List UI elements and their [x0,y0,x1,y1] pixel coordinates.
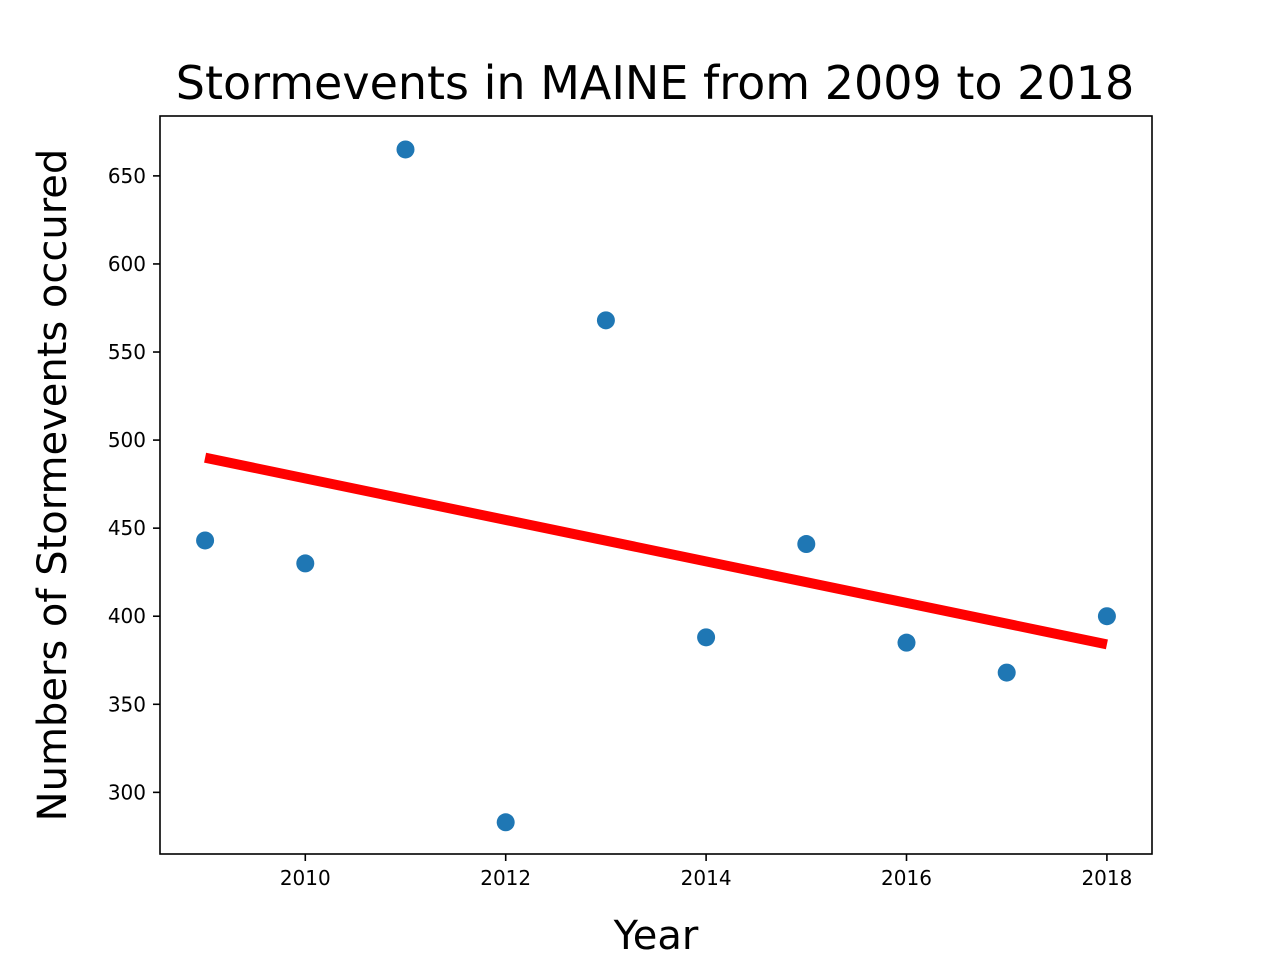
scatter-point [296,554,315,573]
x-tick-label: 2016 [881,866,932,890]
plot-frame [159,115,1153,855]
scatter-point [196,531,215,550]
x-axis-label: Year [613,913,699,959]
x-tick-label: 2010 [280,866,331,890]
scatter-point [897,633,916,652]
y-tick-label: 350 [108,692,146,716]
scatter-point [797,535,816,554]
y-tick-label: 600 [108,252,146,276]
scatter-point [396,140,415,159]
scatter-point [1097,607,1116,626]
x-tick-label: 2018 [1081,866,1132,890]
x-axis: 2010 2012 2014 2016 2018 [280,854,1132,890]
y-tick-label: 550 [108,340,146,364]
chart-title: Stormevents in MAINE from 2009 to 2018 [176,56,1135,110]
trendline-layer [204,452,1108,650]
y-tick-label: 650 [108,164,146,188]
y-tick-label: 500 [108,428,146,452]
y-tick-label: 400 [108,604,146,628]
y-tick-label: 450 [108,516,146,540]
scatter-point [997,663,1016,682]
y-tick-label: 300 [108,780,146,804]
scatter-point [596,311,615,330]
trend-line [204,452,1108,650]
plot-area: 2010 2012 2014 2016 2018 300 350 400 450 500 550 6… [108,115,1153,890]
y-axis: 300 350 400 450 500 550 600 650 [108,164,160,804]
scatter-point [496,813,515,832]
scatter-points [196,140,1116,832]
x-tick-label: 2014 [681,866,732,890]
x-tick-label: 2012 [480,866,531,890]
y-axis-label: Numbers of Stormevents occured [30,149,76,822]
scatter-point [697,628,716,647]
